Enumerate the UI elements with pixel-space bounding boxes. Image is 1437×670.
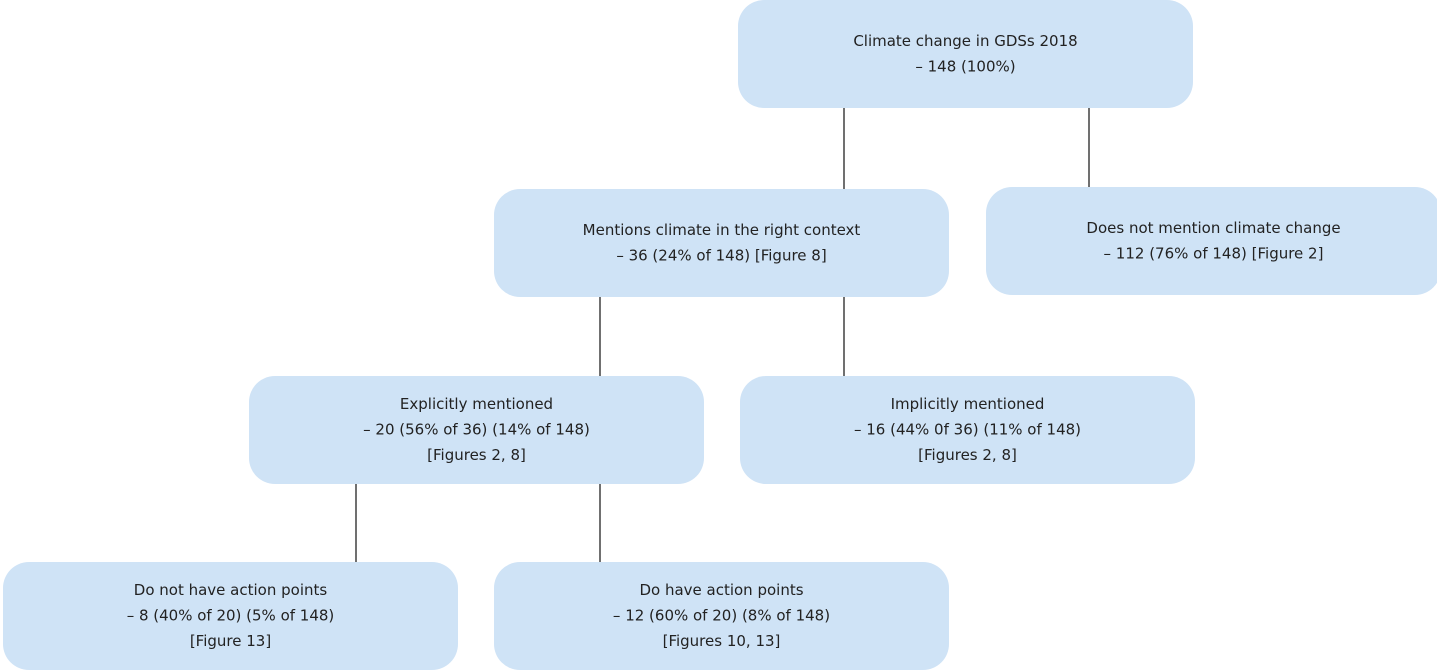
node-label: – 148 (100%) bbox=[915, 57, 1015, 75]
node-box bbox=[738, 0, 1193, 108]
node-label: Climate change in GDSs 2018 bbox=[853, 32, 1077, 50]
node-label: – 112 (76% of 148) [Figure 2] bbox=[1104, 244, 1324, 262]
node-label: [Figures 2, 8] bbox=[918, 446, 1017, 464]
node-label: Mentions climate in the right context bbox=[583, 221, 861, 239]
node-label: Explicitly mentioned bbox=[400, 395, 553, 413]
node-label: – 36 (24% of 148) [Figure 8] bbox=[616, 246, 826, 264]
node-label: Implicitly mentioned bbox=[891, 395, 1045, 413]
node-label: [Figures 10, 13] bbox=[663, 632, 781, 650]
node-label: – 16 (44% 0f 36) (11% of 148) bbox=[854, 421, 1081, 439]
node-label: – 8 (40% of 20) (5% of 148) bbox=[127, 607, 335, 625]
node-box bbox=[740, 376, 1195, 484]
node-box bbox=[3, 562, 458, 670]
node-label: – 12 (60% of 20) (8% of 148) bbox=[613, 607, 830, 625]
node-box bbox=[249, 376, 704, 484]
node-box bbox=[986, 187, 1437, 295]
node-label: – 20 (56% of 36) (14% of 148) bbox=[363, 421, 590, 439]
node-label: [Figures 2, 8] bbox=[427, 446, 526, 464]
node-box bbox=[494, 562, 949, 670]
node-label: [Figure 13] bbox=[190, 632, 271, 650]
node-label: Do have action points bbox=[639, 581, 803, 599]
node-label: Do not have action points bbox=[134, 581, 328, 599]
node-label: Does not mention climate change bbox=[1086, 219, 1340, 237]
node-box bbox=[494, 189, 949, 297]
